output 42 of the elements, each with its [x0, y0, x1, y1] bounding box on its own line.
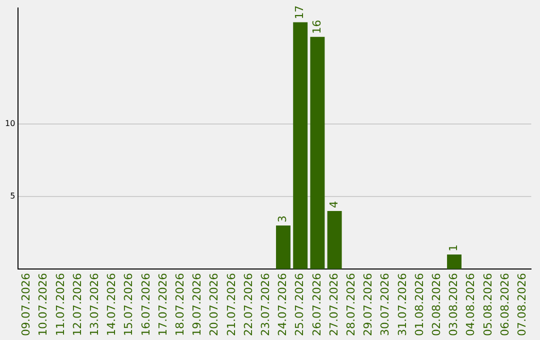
y-tick-label: 10 — [4, 118, 16, 128]
x-tick-label: 11.07.2026 — [54, 273, 67, 336]
bar — [327, 210, 342, 270]
x-tick-label: 03.08.2026 — [447, 273, 460, 336]
x-tick-label: 01.08.2026 — [412, 273, 426, 336]
x-tick-label: 24.07.2026 — [276, 273, 290, 336]
x-tick-label: 31.07.2026 — [396, 273, 409, 336]
x-tick-label: 05.08.2026 — [481, 273, 494, 336]
x-tick-label: 21.07.2026 — [224, 273, 238, 336]
x-tick-label: 02.08.2026 — [430, 273, 444, 336]
y-tick-label: 5 — [10, 192, 16, 201]
bar — [310, 36, 325, 270]
x-tick-label: 29.07.2026 — [362, 273, 375, 336]
x-tick-label: 10.07.2026 — [36, 273, 50, 336]
data-label: 16 — [310, 20, 324, 34]
x-tick-label: 19.07.2026 — [190, 273, 204, 336]
x-tick-label: 06.08.2026 — [498, 273, 512, 336]
x-tick-label: 30.07.2026 — [378, 273, 392, 336]
x-tick-label: 14.07.2026 — [105, 273, 118, 336]
x-tick-label: 15.07.2026 — [122, 273, 136, 336]
bar — [276, 225, 290, 270]
x-tick-label: 20.07.2026 — [208, 273, 221, 336]
x-tick-label: 17.07.2026 — [156, 273, 170, 336]
x-tick-label: 25.07.2026 — [293, 273, 306, 336]
x-tick-label: 16.07.2026 — [139, 273, 152, 336]
x-tick-label: 07.08.2026 — [516, 273, 529, 336]
x-tick-label: 12.07.2026 — [70, 273, 84, 336]
data-label: 4 — [327, 200, 340, 208]
data-label: 17 — [293, 5, 306, 20]
bar — [293, 22, 308, 270]
x-tick-label: 13.07.2026 — [88, 273, 101, 336]
x-tick-label: 18.07.2026 — [174, 273, 186, 336]
data-label: 3 — [276, 215, 290, 222]
x-tick-label: 27.07.2026 — [327, 273, 340, 336]
data-label: 1 — [447, 244, 460, 252]
x-tick-label: 28.07.2026 — [344, 273, 358, 336]
x-tick-label: 04.08.2026 — [464, 273, 478, 336]
x-tick-label: 09.07.2026 — [20, 273, 33, 336]
x-tick-label: 26.07.2026 — [310, 273, 324, 336]
x-tick-label: 22.07.2026 — [242, 273, 255, 336]
bar — [447, 254, 462, 270]
x-tick-label: 23.07.2026 — [259, 273, 272, 336]
